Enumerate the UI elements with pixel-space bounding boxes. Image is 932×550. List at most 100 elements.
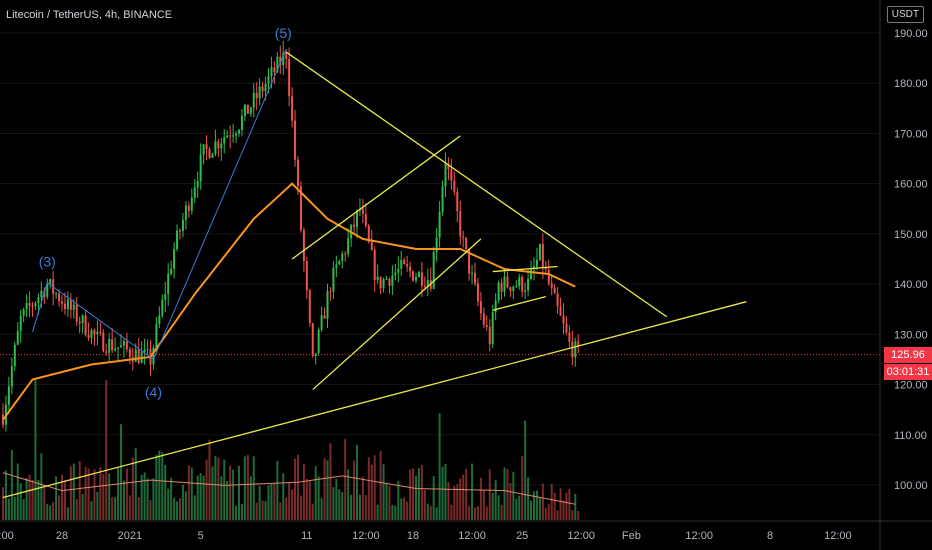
trendline-wedge-bottom [312, 238, 482, 391]
candle-body [125, 341, 128, 350]
time-tick-label: 18 [407, 530, 419, 542]
candle-body [158, 315, 161, 325]
volume-bar [114, 497, 117, 520]
volume-bar [232, 469, 235, 520]
candle-body [134, 349, 137, 362]
candle-body [84, 315, 87, 335]
volume-bar [220, 476, 223, 520]
volume-bar [364, 495, 367, 520]
volume-bar [187, 465, 190, 520]
volume-bar [382, 464, 385, 520]
volume-bar [376, 504, 379, 520]
volume-bar [308, 481, 311, 520]
volume-bar [69, 466, 72, 520]
volume-bar [117, 467, 120, 520]
candle-body [93, 330, 96, 335]
bar-countdown: 03:01:31 [884, 363, 932, 380]
volume-bar [468, 506, 471, 520]
candle-body [161, 299, 164, 316]
volume-bar [391, 505, 394, 520]
candle-body [518, 277, 521, 287]
volume-bar [459, 478, 462, 520]
candle-body [173, 249, 176, 269]
candle-body [403, 259, 406, 264]
candle-body [541, 244, 544, 268]
volume-bar [208, 439, 211, 520]
candle-body [568, 332, 571, 342]
candle-body [491, 312, 494, 345]
candle-body [565, 323, 568, 333]
volume-bar [16, 463, 19, 520]
volume-bar [96, 492, 99, 520]
candle-body [468, 249, 471, 274]
candle-body [184, 205, 187, 220]
volume-bar [4, 470, 7, 520]
candle-body [55, 293, 58, 295]
candle-body [297, 159, 299, 187]
volume-bar [25, 477, 28, 520]
volume-bar [261, 500, 264, 520]
volume-bar [87, 468, 90, 520]
volume-bar [111, 497, 114, 520]
candle-body [181, 219, 184, 231]
candle-body [547, 269, 550, 284]
volume-bar [521, 456, 524, 520]
volume-bar [273, 483, 276, 520]
volume-bar [28, 474, 31, 520]
candle-body [453, 180, 456, 192]
candle-body [527, 279, 530, 291]
volume-bar [356, 444, 358, 520]
volume-bar [137, 497, 140, 520]
volume-bar [326, 460, 329, 520]
candle-body [63, 303, 66, 309]
wave-label: (3) [39, 254, 56, 270]
volume-bar [196, 475, 199, 520]
candle-body [417, 272, 420, 277]
candle-body [515, 286, 518, 288]
volume-bar [297, 454, 299, 520]
volume-bar [102, 473, 105, 520]
candle-body [415, 276, 417, 281]
candle-body [22, 309, 25, 316]
volume-bar [314, 466, 317, 520]
volume-bar [476, 506, 479, 520]
volume-bar [397, 480, 400, 520]
volume-bar [535, 490, 538, 520]
candle-body [229, 135, 232, 137]
candle-body [187, 205, 190, 211]
trendline-wave-3-4 [32, 281, 154, 360]
volume-bar [243, 456, 246, 520]
candle-body [356, 210, 358, 227]
volume-bar [565, 492, 568, 520]
candle-body [302, 230, 305, 261]
candle-body [535, 259, 538, 267]
volume-bar [429, 506, 432, 520]
time-axis[interactable]: 2:00 28 2021 5 11 12:00 18 12:00 25 12:00 Feb 12:00… [0, 520, 932, 542]
volume-bar [267, 485, 270, 520]
price-tick-label: 190.00 [894, 28, 928, 40]
volume-bar [482, 489, 485, 520]
price-tick-label: 140.00 [894, 279, 928, 291]
volume-bar [329, 443, 332, 520]
price-tick-label: 180.00 [894, 78, 928, 90]
candle-body [409, 266, 412, 272]
volume-bar [255, 502, 258, 520]
volume-bar [556, 510, 559, 520]
volume-bar [388, 486, 391, 520]
time-tick-label: 8 [767, 530, 773, 542]
volume-bar [276, 460, 279, 520]
volume-bar [211, 466, 214, 520]
candle-body [37, 297, 40, 304]
candle-body [46, 283, 49, 297]
candle-body [485, 324, 488, 327]
price-axis[interactable]: 100.00 110.00 120.00 130.00 140.00 150.00 160.… [879, 0, 928, 550]
candle-body [258, 86, 261, 99]
candle-body [506, 276, 509, 288]
candle-body [353, 224, 356, 227]
time-tick-label: 5 [198, 530, 204, 542]
currency-badge[interactable]: USDT [886, 6, 924, 23]
volume-bar [406, 501, 409, 520]
volume-bar [202, 475, 205, 520]
time-tick-label: Feb [622, 530, 641, 542]
